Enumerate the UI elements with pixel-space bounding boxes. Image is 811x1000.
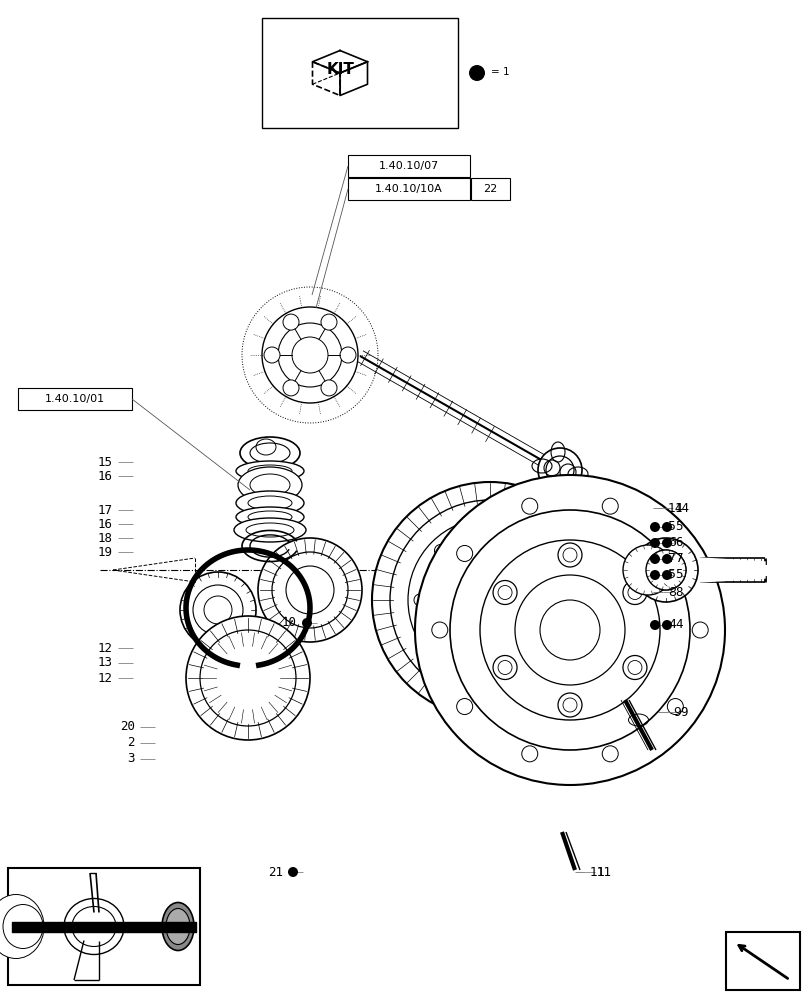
Circle shape <box>661 570 672 580</box>
Polygon shape <box>699 558 764 582</box>
Circle shape <box>283 380 298 396</box>
Circle shape <box>661 620 672 630</box>
Circle shape <box>258 538 362 642</box>
Bar <box>725 932 799 990</box>
Text: 13: 13 <box>98 656 113 670</box>
Text: 1.40.10/07: 1.40.10/07 <box>379 161 439 171</box>
Text: 18: 18 <box>98 532 113 544</box>
Text: 15: 15 <box>98 456 113 468</box>
Text: 22: 22 <box>483 184 497 194</box>
Text: 4: 4 <box>667 618 675 632</box>
Circle shape <box>340 347 355 363</box>
Ellipse shape <box>165 908 190 944</box>
Circle shape <box>414 475 724 785</box>
Circle shape <box>557 543 581 567</box>
Text: 8: 8 <box>674 585 682 598</box>
Circle shape <box>371 482 607 718</box>
Circle shape <box>283 314 298 330</box>
Circle shape <box>492 580 517 604</box>
Text: 4: 4 <box>674 618 682 632</box>
Circle shape <box>622 580 646 604</box>
Ellipse shape <box>3 904 43 948</box>
Circle shape <box>661 554 672 564</box>
Ellipse shape <box>236 461 303 481</box>
Circle shape <box>180 572 255 648</box>
Text: 2: 2 <box>127 736 135 750</box>
Ellipse shape <box>236 507 303 527</box>
Text: 14: 14 <box>667 502 683 514</box>
Text: 7: 7 <box>667 552 676 566</box>
Text: 16: 16 <box>98 518 113 530</box>
Text: 20: 20 <box>120 720 135 734</box>
Text: 5: 5 <box>674 520 682 534</box>
Text: 5: 5 <box>674 568 682 582</box>
Ellipse shape <box>240 437 299 469</box>
Circle shape <box>649 554 659 564</box>
Bar <box>348 155 470 177</box>
Circle shape <box>649 538 659 548</box>
Text: 5: 5 <box>667 568 676 582</box>
Ellipse shape <box>0 894 44 958</box>
Circle shape <box>646 550 685 590</box>
Circle shape <box>649 522 659 532</box>
Bar <box>18 388 132 410</box>
Circle shape <box>320 380 337 396</box>
Text: 6: 6 <box>674 536 682 550</box>
Bar <box>348 178 470 200</box>
Ellipse shape <box>238 467 302 503</box>
Ellipse shape <box>162 902 194 950</box>
Ellipse shape <box>234 518 306 542</box>
Circle shape <box>538 448 581 492</box>
Text: 9: 9 <box>679 706 687 718</box>
Ellipse shape <box>236 491 303 515</box>
Text: 6: 6 <box>667 536 675 550</box>
Text: 12: 12 <box>98 642 113 654</box>
Text: 10: 10 <box>281 616 297 630</box>
Circle shape <box>633 538 697 602</box>
Text: 14: 14 <box>674 502 689 514</box>
Circle shape <box>622 545 672 595</box>
Text: 12: 12 <box>98 672 113 684</box>
Ellipse shape <box>642 518 669 538</box>
Text: 5: 5 <box>667 520 676 534</box>
Text: 9: 9 <box>672 706 680 718</box>
Circle shape <box>469 65 484 81</box>
Text: 17: 17 <box>98 504 113 516</box>
Text: 11: 11 <box>596 865 611 879</box>
Circle shape <box>661 538 672 548</box>
Text: 1.40.10/10A: 1.40.10/10A <box>375 184 442 194</box>
Circle shape <box>649 570 659 580</box>
Ellipse shape <box>388 610 411 626</box>
Text: 8: 8 <box>667 585 676 598</box>
Circle shape <box>320 314 337 330</box>
Circle shape <box>186 616 310 740</box>
Text: KIT: KIT <box>327 62 354 77</box>
Circle shape <box>302 618 311 628</box>
Circle shape <box>661 522 672 532</box>
Ellipse shape <box>64 898 124 954</box>
Circle shape <box>264 347 280 363</box>
Bar <box>470 178 509 200</box>
Text: 1.40.10/01: 1.40.10/01 <box>45 394 105 404</box>
Circle shape <box>288 867 298 877</box>
Bar <box>262 18 457 128</box>
Circle shape <box>492 656 517 680</box>
Text: 11: 11 <box>590 865 605 879</box>
Text: 19: 19 <box>98 546 113 558</box>
Circle shape <box>649 620 659 630</box>
Bar <box>8 868 200 985</box>
Text: = 1: = 1 <box>491 67 509 77</box>
Text: 3: 3 <box>127 752 135 766</box>
Circle shape <box>622 656 646 680</box>
Circle shape <box>557 693 581 717</box>
Text: 16: 16 <box>98 470 113 483</box>
Text: 7: 7 <box>674 552 682 566</box>
Text: 21: 21 <box>268 865 283 879</box>
